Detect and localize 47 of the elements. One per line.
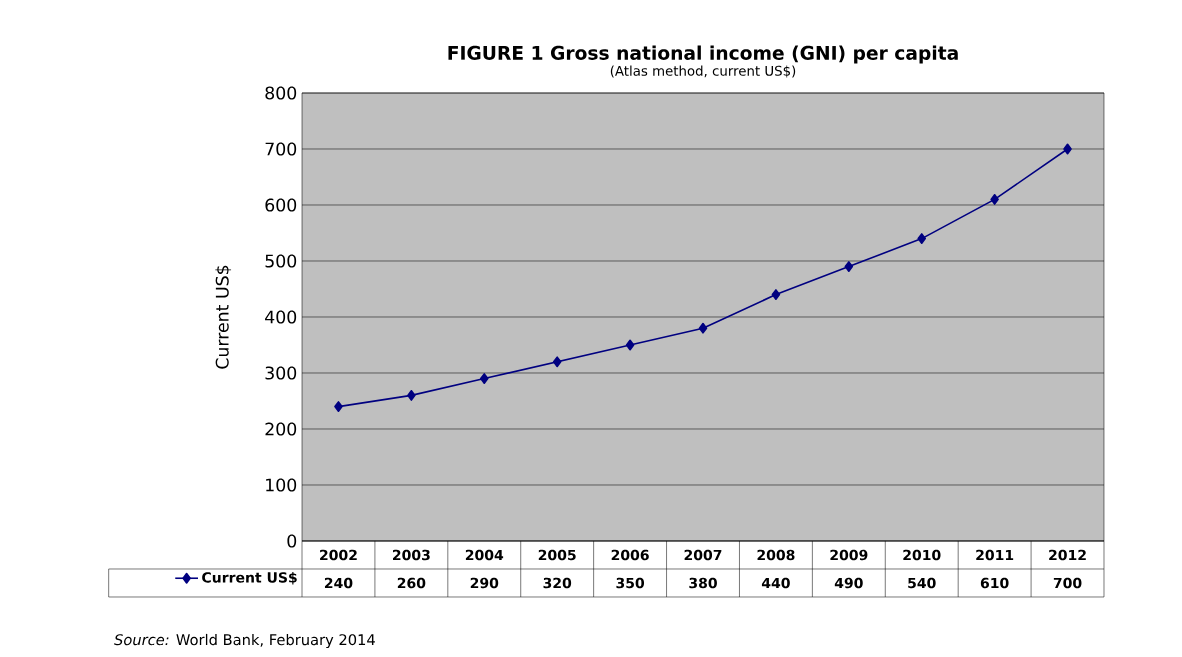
point (552, 356, 562, 368)
y-tick-label: 400 (265, 310, 297, 324)
point (698, 322, 708, 334)
x-tick-label: 2011 (976, 549, 1014, 561)
point (771, 289, 781, 301)
point (625, 339, 635, 351)
data-label: 240 (324, 577, 353, 589)
x-tick-label: 2003 (393, 549, 430, 561)
x-tick-label: 2010 (903, 549, 941, 561)
x-tick-label: 2012 (1049, 549, 1086, 561)
y-tick-label: 300 (265, 366, 297, 380)
point (1063, 143, 1072, 155)
data-label: 320 (543, 577, 572, 589)
data-label: 260 (397, 577, 426, 589)
data-label: 700 (1053, 577, 1082, 589)
data-label: 540 (908, 577, 936, 589)
data-label: 490 (834, 577, 863, 589)
point (990, 193, 999, 205)
point (479, 373, 489, 385)
chart-subtitle: (Atlas method, current US$) (610, 65, 796, 78)
point (917, 233, 927, 245)
y-tick-label: 600 (265, 198, 297, 212)
y-tick-label: 100 (266, 478, 297, 492)
y-tick-label: 0 (287, 534, 297, 548)
y-tick-label: 800 (265, 86, 297, 100)
data-label: 440 (761, 577, 790, 589)
y-axis-title: Current US$ (215, 265, 232, 369)
x-tick-label: 2002 (320, 549, 357, 561)
y-tick-label: 500 (265, 254, 297, 268)
y-tick-label: 700 (265, 142, 297, 156)
x-tick-label: 2005 (538, 549, 576, 561)
point (407, 389, 416, 401)
x-tick-label: 2008 (757, 549, 795, 561)
x-tick-label: 2004 (465, 549, 504, 561)
data-label: 290 (470, 577, 499, 589)
legend-label: Current US$ (202, 571, 297, 585)
point (844, 261, 854, 273)
x-tick-label: 2007 (684, 549, 722, 561)
data-label: 350 (616, 577, 645, 589)
chart-title: FIGURE 1 Gross national income (GNI) per capita (448, 45, 958, 64)
y-tick-label: 200 (265, 422, 297, 436)
data-label: 380 (689, 577, 717, 589)
point (334, 401, 343, 413)
x-tick-label: 2006 (611, 549, 649, 561)
text: Source: World Bank, February 2014 (114, 633, 375, 649)
data-label: 610 (980, 577, 1009, 589)
x-tick-label: 2009 (830, 549, 868, 561)
